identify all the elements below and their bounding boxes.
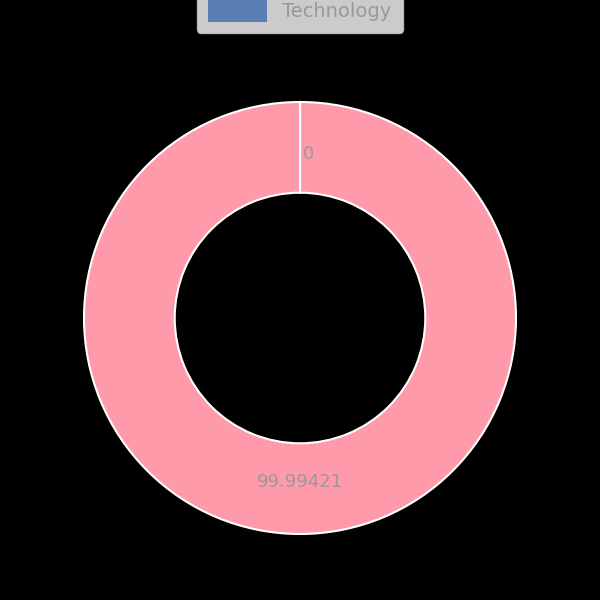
Text: 99.99421: 99.99421 xyxy=(257,473,343,491)
Wedge shape xyxy=(84,102,516,534)
Legend: Technology: Technology xyxy=(197,0,403,34)
Text: 0: 0 xyxy=(303,145,314,163)
